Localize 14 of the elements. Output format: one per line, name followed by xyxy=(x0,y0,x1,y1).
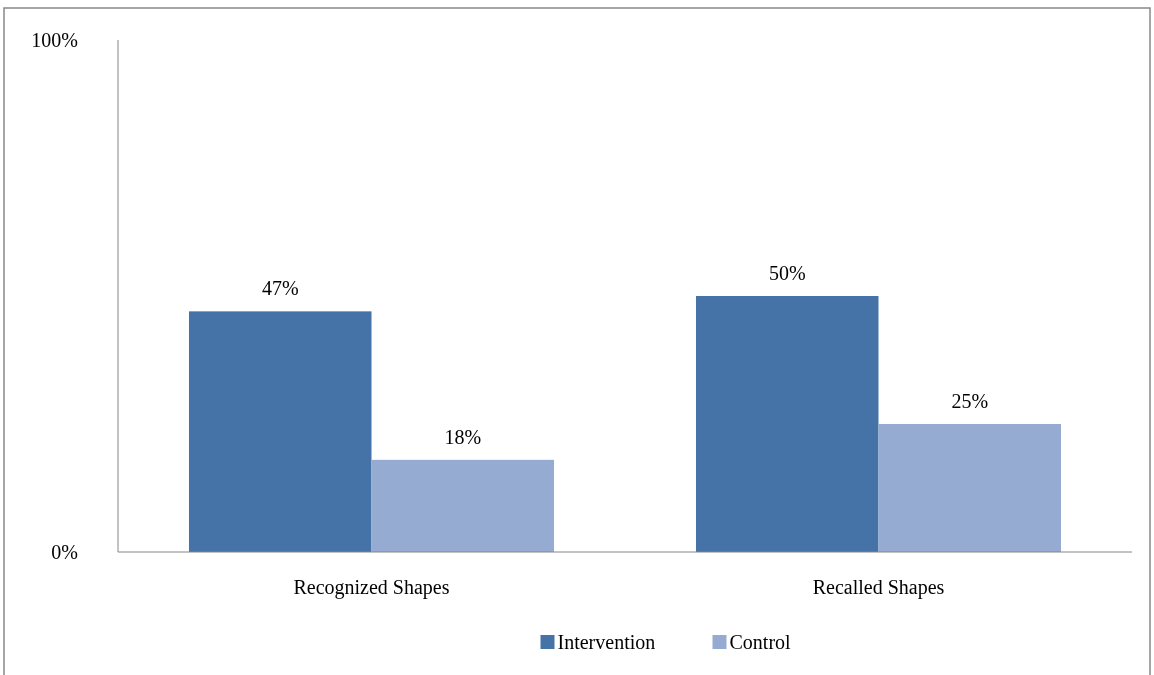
text: 47% xyxy=(261,277,299,300)
x-tick-label: Recalled Shapes xyxy=(812,576,945,599)
x-tick-label: Recognized Shapes xyxy=(293,576,450,599)
text: 50% xyxy=(768,262,806,284)
bar xyxy=(188,311,372,552)
y-tick-label: 100% xyxy=(31,29,78,51)
legend-label: Intervention xyxy=(557,631,656,653)
legend-label: Control xyxy=(729,631,792,653)
text: 25% xyxy=(951,390,989,412)
y-tick-label: 0% xyxy=(51,541,78,563)
text: 18% xyxy=(444,425,482,448)
bar xyxy=(878,424,1062,552)
bar xyxy=(371,459,555,552)
bar xyxy=(695,296,879,552)
